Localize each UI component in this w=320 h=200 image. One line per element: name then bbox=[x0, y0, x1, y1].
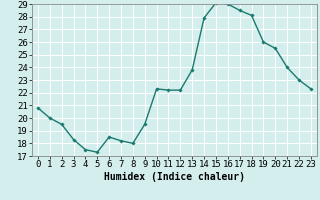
X-axis label: Humidex (Indice chaleur): Humidex (Indice chaleur) bbox=[104, 172, 245, 182]
